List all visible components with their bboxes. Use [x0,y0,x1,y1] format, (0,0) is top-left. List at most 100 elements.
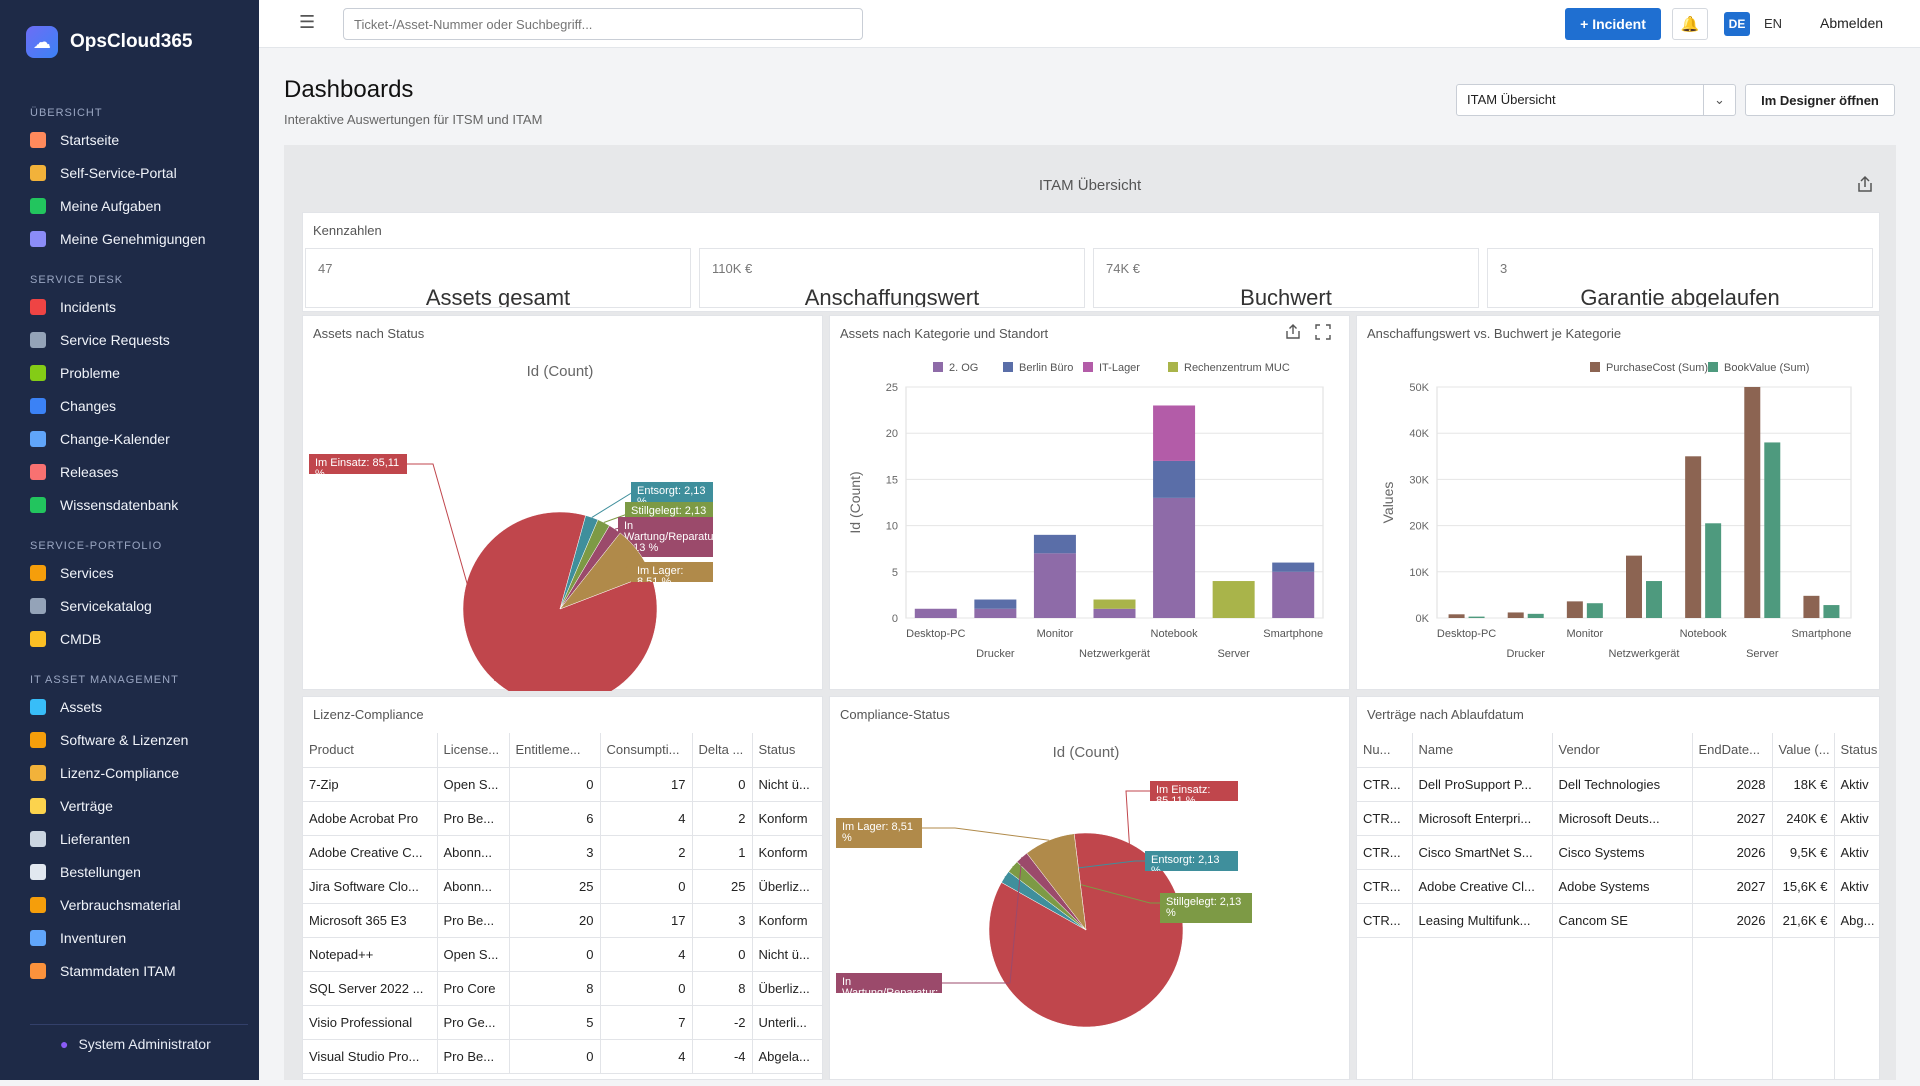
table-row[interactable]: CTR... Dell ProSupport P... Dell Technolog… [1357,767,1879,802]
table-row[interactable]: Adobe Acrobat Pro Pro Be... 6 4 2 Konform [303,801,822,836]
sidebar-item-label: Services [60,564,114,581]
pie-label: Entsorgt: 2,13 % [1151,855,1220,872]
sidebar-item[interactable]: Software & Lizenzen [0,723,259,756]
sidebar-item[interactable]: Probleme [0,356,259,389]
table-cell: 8 [509,971,601,1006]
sidebar-item[interactable]: Lieferanten [0,822,259,855]
table-cell: 6 [509,801,601,836]
language-en[interactable]: EN [1764,16,1783,31]
column-header[interactable]: Nu... [1357,733,1413,768]
sidebar-item[interactable]: Services [0,556,259,589]
sidebar-item[interactable]: Releases [0,455,259,488]
sidebar-item[interactable]: Incidents [0,290,259,323]
column-header[interactable]: Entitleme... [509,733,601,768]
pie-label: Im Lager: 8,51 % [842,822,913,844]
dashboard-title: ITAM Übersicht [1038,177,1142,194]
table-row[interactable]: Notepad++ Open S... 0 4 0 Nicht ü... [303,937,822,972]
notifications-bell-icon[interactable]: 🔔 [1672,8,1708,40]
column-header[interactable]: Product [303,733,438,768]
table-cell: 4 [600,937,693,972]
bar-segment [1212,581,1255,618]
table-cell: 2027 [1692,801,1773,836]
sidebar-item[interactable]: Change-Kalender [0,422,259,455]
table-cell: CTR... [1357,835,1413,870]
table-cell: Aktiv [1834,835,1879,870]
sidebar-item-label: Assets [60,698,103,715]
language-de[interactable]: DE [1724,12,1750,36]
pie-label: Entsorgt: 2,13 % [637,486,706,503]
brand[interactable]: ☁ OpsCloud365 [26,26,192,58]
table-row[interactable]: CTR... Leasing Multifunk... Cancom SE 2026 2… [1357,903,1879,938]
sidebar-item[interactable]: Lizenz-Compliance [0,756,259,789]
column-header[interactable]: Delta ... [692,733,753,768]
table-row[interactable]: 7-Zip Open S... 0 17 0 Nicht ü... [303,767,822,802]
license-table: Product License... Entitleme... Consumpti..… [303,733,822,1074]
column-header[interactable]: Consumpti... [600,733,693,768]
sidebar-item[interactable]: Servicekatalog [0,589,259,622]
sidebar-item[interactable]: Meine Genehmigungen [0,222,259,255]
sidebar-item-label: Lizenz-Compliance [60,764,180,781]
table-row[interactable]: CTR... Microsoft Enterpri... Microsoft Deu… [1357,801,1879,836]
table-row[interactable]: CTR... Adobe Creative Cl... Adobe Systems 2… [1357,869,1879,904]
table-row[interactable]: Visual Studio Pro... Pro Be... 0 4 -4 Abgela.… [303,1039,822,1074]
bar [1507,612,1524,618]
sidebar-item[interactable]: Meine Aufgaben [0,189,259,222]
sidebar-item[interactable]: CMDB [0,622,259,655]
table-row[interactable]: SQL Server 2022 ... Pro Core 8 0 8 Überliz... [303,971,822,1006]
column-header[interactable]: License... [437,733,510,768]
pie-label-box [1160,893,1252,923]
menu-toggle-icon[interactable]: ☰ [299,12,316,32]
books-icon [30,496,46,513]
table-cell: Aktiv [1834,801,1879,836]
sidebar-item[interactable]: Service Requests [0,323,259,356]
logout-link[interactable]: Abmelden [1820,15,1884,31]
column-header[interactable]: Status [752,733,822,768]
column-header[interactable]: Value (... [1772,733,1835,768]
puzzle-icon [30,364,46,381]
contracts-table: Nu... Name Vendor EndDate... Value (... Statu… [1357,733,1879,1079]
table-row[interactable]: Adobe Creative C... Abonn... 3 2 1 Konform [303,835,822,870]
fullscreen-icon[interactable] [1315,324,1331,340]
pie-label-text: Im Einsatz: 85,11 % [1156,784,1211,802]
sidebar-item[interactable]: Startseite [0,123,259,156]
sidebar-item-label: Probleme [60,364,120,381]
user-menu[interactable]: ● System Administrator [60,1036,211,1052]
dashboard-select[interactable]: ITAM Übersicht ⌄ [1456,84,1736,116]
bar [1448,614,1465,618]
bar [1586,603,1603,618]
column-header[interactable]: EndDate... [1692,733,1773,768]
search-input[interactable] [343,8,863,40]
table-row[interactable]: Visio Professional Pro Ge... 5 7 -2 Unterli..… [303,1005,822,1040]
export-icon[interactable] [1285,324,1301,340]
sidebar-item[interactable]: Changes [0,389,259,422]
sidebar-item-label: Self-Service-Portal [60,164,177,181]
table-filler [1552,937,1693,1079]
sidebar-item[interactable]: Wissensdatenbank [0,488,259,521]
panel-title: Assets nach Status [313,326,425,341]
y-tick-label: 5 [892,567,898,579]
sidebar-item[interactable]: Self-Service-Portal [0,156,259,189]
table-cell: 25 [509,869,601,904]
export-icon[interactable] [1856,175,1874,193]
sidebar-item[interactable]: Stammdaten ITAM [0,954,259,987]
open-designer-button[interactable]: Im Designer öffnen [1745,84,1895,116]
panel-title: Verträge nach Ablaufdatum [1367,707,1524,722]
table-row[interactable]: CTR... Cisco SmartNet S... Cisco Systems 20… [1357,835,1879,870]
sidebar-item[interactable]: Verbrauchsmaterial [0,888,259,921]
cloud-logo-icon: ☁ [26,26,58,58]
sidebar-item[interactable]: Bestellungen [0,855,259,888]
column-header[interactable]: Status [1834,733,1879,768]
table-row[interactable]: Jira Software Clo... Abonn... 25 0 25 Überliz… [303,869,822,904]
y-tick-label: 10K [1409,567,1429,579]
sidebar-item[interactable]: Verträge [0,789,259,822]
table-cell: 7-Zip [303,767,438,802]
sidebar-item[interactable]: Assets [0,690,259,723]
column-header[interactable]: Name [1412,733,1553,768]
column-header[interactable]: Vendor [1552,733,1693,768]
table-cell: 0 [692,937,753,972]
nav-section-title: SERVICE-PORTFOLIO [30,540,163,552]
table-row[interactable]: Microsoft 365 E3 Pro Be... 20 17 3 Konform [303,903,822,938]
new-incident-button[interactable]: + Incident [1565,8,1661,40]
bricks-icon [30,962,46,979]
sidebar-item[interactable]: Inventuren [0,921,259,954]
